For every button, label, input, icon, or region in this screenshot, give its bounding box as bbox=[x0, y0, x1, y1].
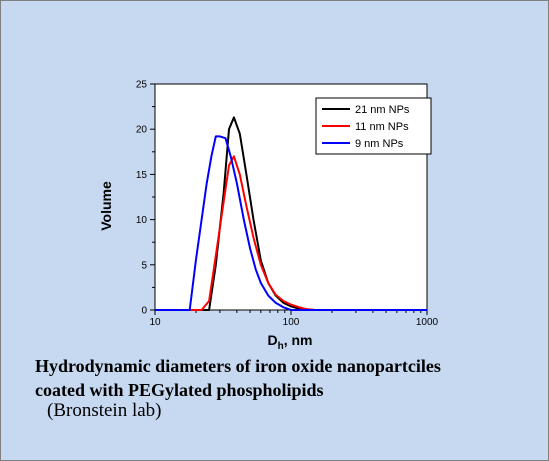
x-tick-label: 1000 bbox=[416, 317, 439, 328]
series-line-9-nm-nps bbox=[155, 135, 427, 311]
x-axis-title-subscript: h bbox=[278, 341, 284, 352]
y-axis: 0 5 10 15 20 25 bbox=[136, 80, 155, 317]
series-lines bbox=[155, 116, 427, 311]
x-axis: 10 100 1000 bbox=[149, 310, 439, 328]
y-tick-label: 25 bbox=[136, 80, 148, 91]
legend-label-9-nm-nps: 9 nm NPs bbox=[355, 138, 404, 150]
legend-label-21-nm-nps: 21 nm NPs bbox=[355, 104, 410, 116]
x-axis-title-unit: , nm bbox=[284, 332, 313, 348]
y-axis-title: Volume bbox=[98, 181, 114, 231]
caption-line-1: Hydrodynamic diameters of iron oxide nan… bbox=[35, 356, 441, 376]
x-tick-label: 100 bbox=[283, 317, 300, 328]
y-tick-label: 0 bbox=[141, 306, 147, 317]
caption-line-2: coated with PEGylated phospholipids bbox=[35, 380, 324, 400]
x-axis-title-main: D bbox=[267, 332, 277, 348]
series-line-11-nm-nps bbox=[155, 155, 427, 311]
x-tick-label: 10 bbox=[149, 317, 161, 328]
legend: 21 nm NPs 11 nm NPs 9 nm NPs bbox=[315, 97, 432, 155]
x-axis-title: Dh, nm bbox=[267, 332, 312, 352]
y-tick-label: 15 bbox=[136, 170, 148, 181]
y-tick-label: 5 bbox=[141, 260, 147, 271]
y-tick-label: 20 bbox=[136, 125, 148, 136]
lab-credit: (Bronstein lab) bbox=[47, 400, 162, 421]
y-tick-label: 10 bbox=[136, 215, 148, 226]
legend-label-11-nm-nps: 11 nm NPs bbox=[355, 121, 409, 133]
